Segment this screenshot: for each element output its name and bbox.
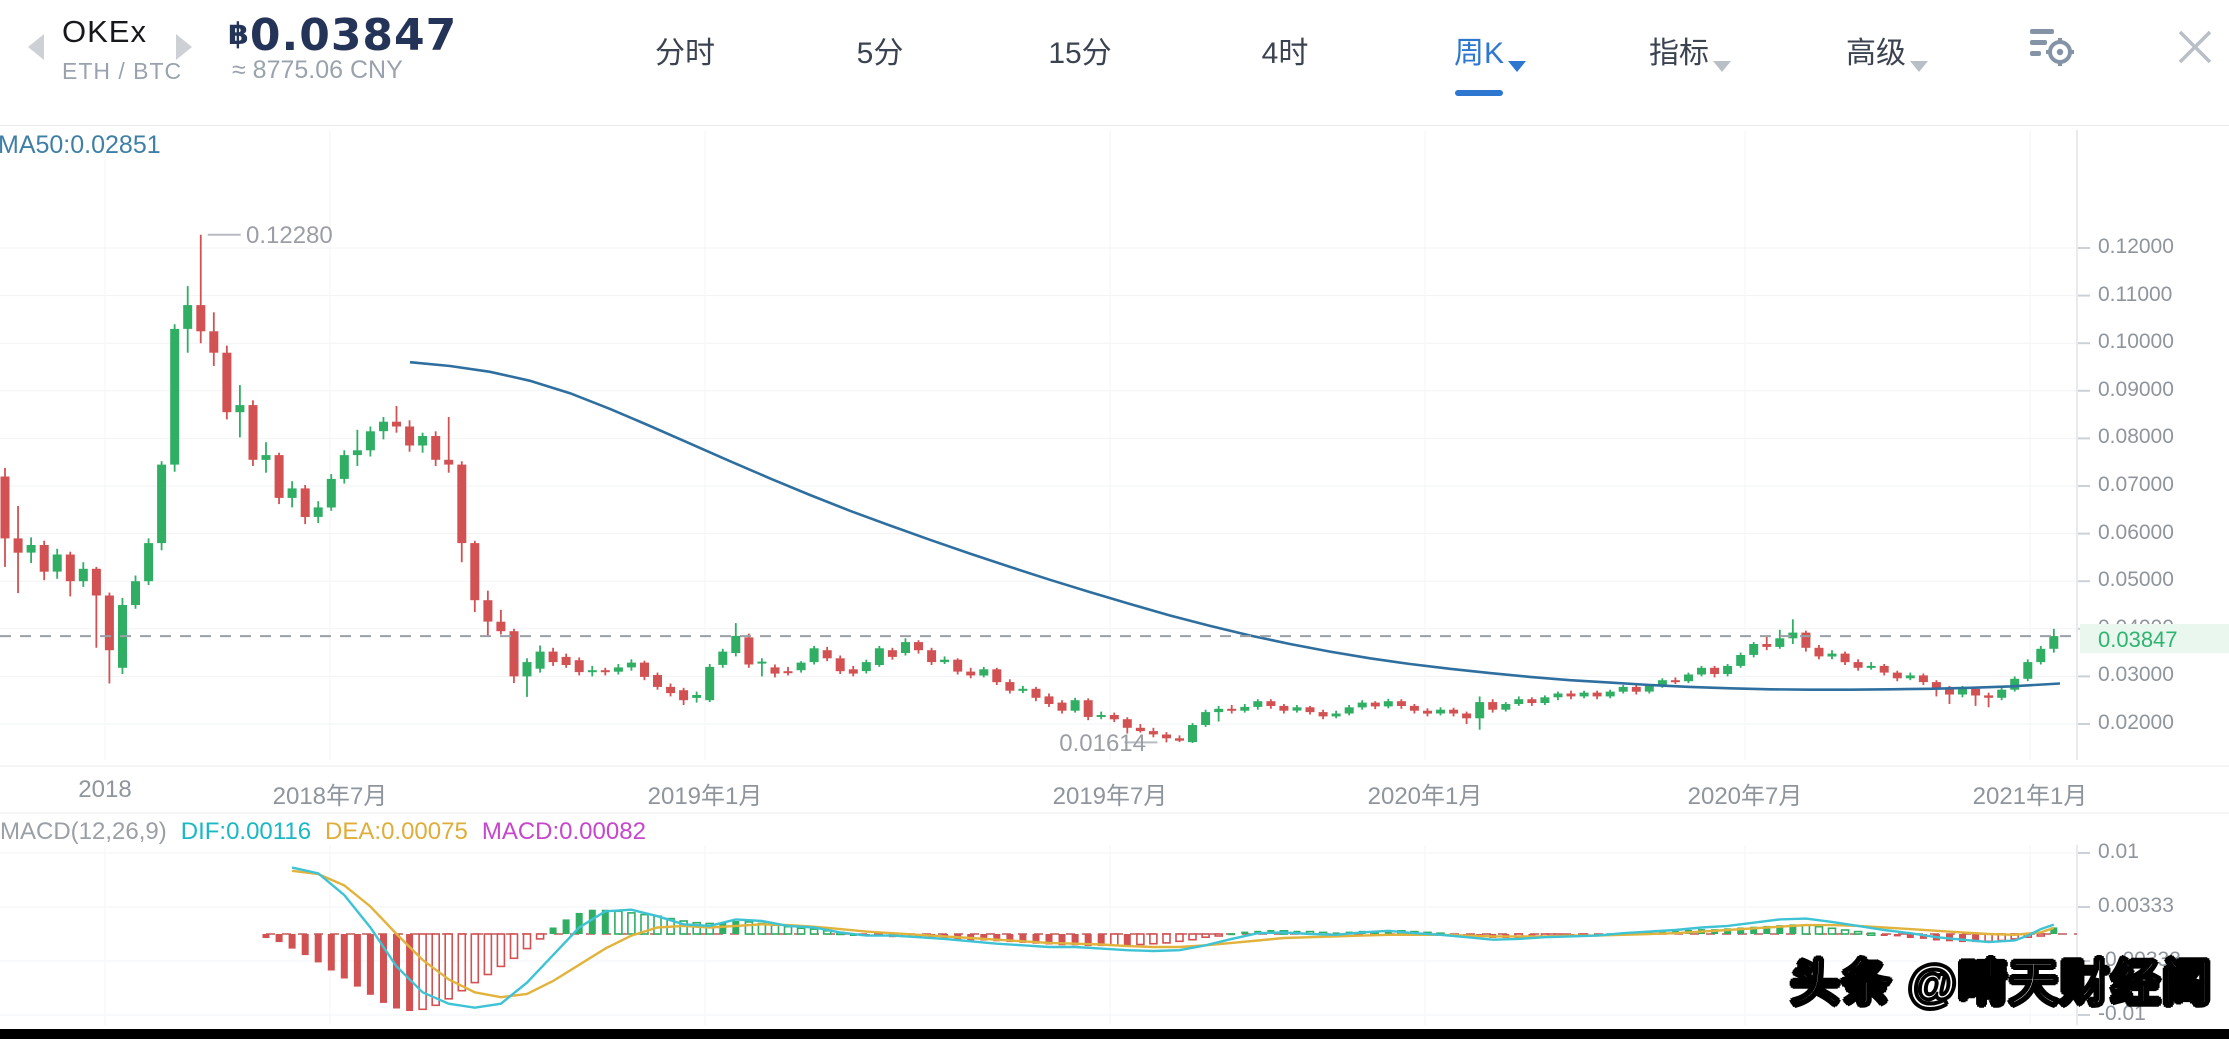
macd-axis-tick-label: 0.00333: [2098, 894, 2174, 918]
next-symbol-arrow-icon[interactable]: [176, 34, 192, 60]
y-axis-tick-label: 0.12000: [2098, 235, 2174, 258]
tab-indicators[interactable]: 指标: [1649, 28, 1731, 72]
chevron-down-icon: [1910, 61, 1928, 72]
last-price: ฿0.03847: [228, 10, 458, 61]
header-bar: OKEx ETH / BTC ฿0.03847 ≈ 8775.06 CNY 分时…: [0, 0, 2229, 126]
tab-4hour[interactable]: 4时: [1261, 37, 1309, 70]
chevron-down-icon: [1508, 61, 1527, 72]
y-axis-tick-label: 0.05000: [2098, 568, 2174, 592]
y-axis-tick-label: 0.09000: [2098, 377, 2174, 401]
x-axis-date-label: 2019年1月: [647, 783, 763, 810]
tab-advanced[interactable]: 高级: [1846, 28, 1928, 72]
active-tab-underline: [1455, 90, 1503, 96]
dif-readout: DIF:0.00116: [180, 818, 312, 845]
close-icon[interactable]: [2176, 28, 2214, 66]
x-axis-date-label: 2021年1月: [1972, 783, 2088, 810]
x-axis-date-label: 2019年7月: [1052, 783, 1168, 810]
x-axis-date-label: 2018年7月: [272, 783, 388, 810]
y-axis-tick-label: 0.08000: [2098, 425, 2174, 449]
baht-symbol: ฿: [228, 17, 250, 52]
x-axis-date-label: 2020年7月: [1687, 783, 1803, 810]
macd-axis-tick-label: -0.01: [2098, 1002, 2146, 1025]
low-price-annotation: 0.01614: [1059, 730, 1146, 757]
watermark: 头条 @晴天财经阁: [1790, 956, 2213, 1012]
x-axis-date-label: 2020年1月: [1367, 783, 1483, 810]
current-price-badge: 0.03847: [2080, 624, 2229, 653]
macd-readout: MACD:0.00082: [481, 818, 646, 845]
macd-axis-tick-label: 0.01: [2098, 840, 2139, 863]
y-axis-tick-label: 0.03000: [2098, 663, 2174, 687]
y-axis-tick-label: 0.07000: [2098, 473, 2174, 496]
macd-params: MACD(12,26,9): [0, 818, 167, 845]
bottom-black-bar: [0, 1029, 2229, 1039]
gear-icon: [2046, 38, 2074, 66]
y-axis-tick-label: 0.06000: [2098, 520, 2174, 544]
tab-5min[interactable]: 5分: [856, 37, 904, 70]
price-cny-equivalent: ≈ 8775.06 CNY: [232, 56, 403, 84]
y-axis-tick-label: 0.11000: [2098, 282, 2173, 306]
macd-readout-bar: MACD(12,26,9) DIF:0.00116 DEA:0.00075 MACD:…: [0, 818, 660, 846]
high-price-annotation: 0.12280: [246, 222, 333, 249]
chevron-down-icon: [1713, 61, 1731, 72]
x-axis-date-label: 2018: [78, 776, 132, 803]
y-axis-tick-label: 0.10000: [2098, 330, 2174, 354]
macd-axis-tick-label: -0.00333: [2098, 947, 2181, 971]
tab-weekly-k[interactable]: 周K: [1454, 28, 1527, 72]
current-price-badge-value: 0.03847: [2098, 627, 2178, 652]
chart-settings-icon[interactable]: [2030, 26, 2074, 66]
tab-15min[interactable]: 15分: [1048, 37, 1112, 70]
y-axis-tick-label: 0.02000: [2098, 711, 2174, 734]
trading-pair: ETH / BTC: [62, 58, 183, 84]
dea-readout: DEA:0.00075: [325, 818, 468, 845]
prev-symbol-arrow-icon[interactable]: [28, 34, 44, 60]
tab-timeline[interactable]: 分时: [655, 37, 715, 70]
ma50-readout: MA50:0.02851: [0, 131, 161, 159]
exchange-title: OKEx: [62, 14, 147, 49]
